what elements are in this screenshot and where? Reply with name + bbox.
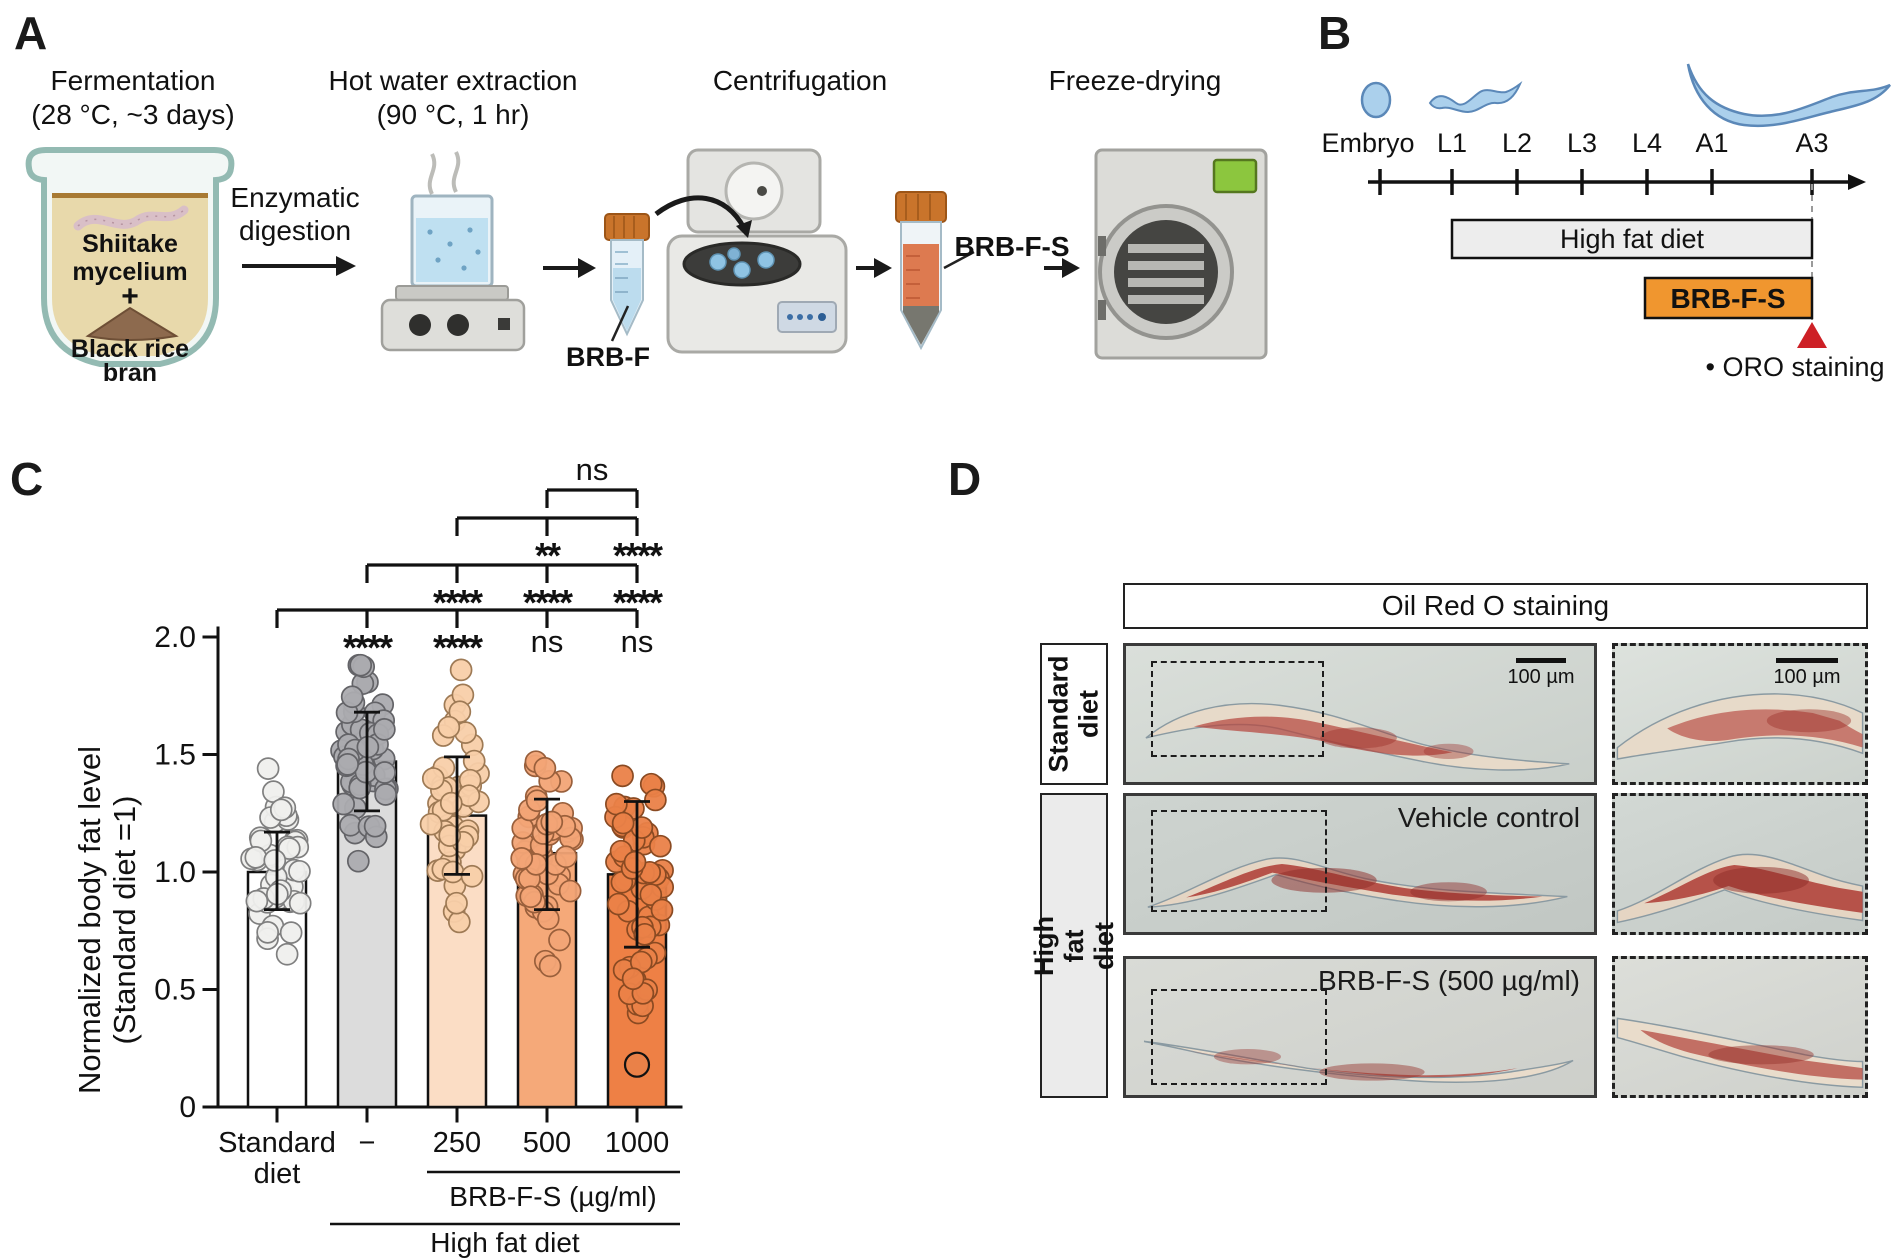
stage-label-l1: L1 [1437,128,1467,158]
arrow-icon [1044,258,1080,278]
svg-text:ns: ns [621,624,654,659]
vehicle-control-caption: Vehicle control [1397,802,1580,833]
step2-subtitle: (90 °C, 1 hr) [377,99,530,130]
svg-text:ns: ns [576,452,609,487]
adult-worm-icon [1686,63,1891,128]
jar-text-3: Black rice [71,335,189,363]
arrow-icon [543,258,596,278]
svg-text:****: **** [433,582,483,623]
hotplate-beaker-icon [380,151,526,352]
step1-subtitle: (28 °C, ~3 days) [31,99,234,130]
micrograph-vehicle-control-zoom [1612,793,1868,935]
jar-text-4: bran [103,359,157,387]
panel-a-label: A [14,7,48,59]
brbfs-label: BRB-F-S [954,231,1069,262]
magnified-region-box [1151,661,1324,757]
body-fat-bar-chart: 00.51.01.52.0 **** **** ns ns**** **** ****** *… [154,452,683,1258]
micrograph-brbfs-zoom [1612,956,1868,1098]
high-fat-diet-bar-label: High fat diet [1560,224,1705,254]
step4-title: Freeze-drying [1049,65,1222,96]
brbf-label: BRB-F [566,342,650,372]
svg-text:Standard: Standard [218,1127,336,1159]
svg-text:250: 250 [433,1127,481,1159]
svg-text:****: **** [433,627,483,668]
stage-label-l2: L2 [1502,128,1532,158]
svg-text:High fat diet: High fat diet [430,1227,580,1258]
worm-micrograph [1616,1017,1864,1089]
panel-b-timeline: Embryo L1 L2 L3 L4 A1 A3 High fat diet B… [1321,63,1891,382]
worm-micrograph [1143,1040,1574,1083]
worm-micrograph [1147,857,1568,908]
arrow-icon [856,258,892,278]
magnified-region-box [1151,810,1327,912]
step2-title: Hot water extraction [329,65,578,96]
scale-bar: 100 µm [1506,658,1576,689]
worm-micrograph [1616,853,1864,924]
stage-label-a3: A3 [1795,128,1828,158]
row-label-high-fat-diet: High fat diet [1029,793,1119,1098]
mycelium-icon [73,205,189,231]
fermentation-jar-icon: Shiitake mycelium + Black rice bran [25,147,235,387]
brbfs-tube-icon [895,191,975,351]
jar-plus: + [121,280,139,313]
svg-text:0: 0 [179,1091,196,1124]
svg-text:****: **** [613,582,663,623]
red-triangle-marker [1797,322,1827,348]
svg-text:1000: 1000 [605,1127,670,1159]
svg-text:diet: diet [254,1158,301,1190]
svg-text:1.5: 1.5 [154,739,196,772]
svg-text:ns: ns [531,624,564,659]
panel-c-label: C [10,453,44,505]
stage-label-l3: L3 [1567,128,1597,158]
svg-text:**: ** [535,535,561,576]
brbfs-caption: BRB-F-S (500 µg/ml) [1318,965,1580,996]
larva-worm-icon [1428,80,1523,114]
svg-text:****: **** [523,582,573,623]
enzymatic-label-2: digestion [239,215,351,246]
rice-bran-pile-icon [85,306,179,341]
embryo-icon [1360,81,1392,119]
magnified-region-box [1151,989,1327,1085]
svg-text:2.0: 2.0 [154,621,196,654]
brbfs-treatment-bar [1643,276,1814,320]
worm-micrograph [1616,693,1864,760]
timeline-axis [1368,169,1866,195]
row-label-standard-diet: Standard diet [1040,643,1108,785]
oil-red-o-header-text: Oil Red O staining [1381,590,1610,621]
svg-text:****: **** [343,627,393,668]
oil-red-o-header: Oil Red O staining [1123,583,1868,629]
stage-label-l4: L4 [1632,128,1662,158]
panel-a-workflow: Fermentation (28 °C, ~3 days) Hot water … [25,65,1268,387]
freeze-dryer-icon [1094,148,1268,360]
step3-title: Centrifugation [713,65,887,96]
oro-staining-label: • ORO staining [1705,352,1884,382]
svg-text:500: 500 [523,1127,571,1159]
panel-d-label: D [948,453,982,505]
jar-text-2: mycelium [72,258,187,286]
brbfs-treatment-bar-label: BRB-F-S [1670,283,1785,314]
step1-title: Fermentation [51,65,216,96]
enzymatic-label-1: Enzymatic [230,182,359,213]
svg-text:0.5: 0.5 [154,974,196,1007]
svg-text:1.0: 1.0 [154,856,196,889]
svg-text:−: − [359,1127,376,1159]
stage-label-a1: A1 [1695,128,1728,158]
brbf-tube-icon [604,213,650,342]
high-fat-diet-bar [1450,218,1814,260]
svg-text:****: **** [613,535,663,576]
scale-bar: 100 µm [1767,658,1847,689]
micrograph-vehicle-control: Vehicle control [1123,793,1597,935]
svg-text:BRB-F-S (µg/ml): BRB-F-S (µg/ml) [449,1181,656,1212]
jar-text-1: Shiitake [82,230,178,258]
centrifuge-icon [654,148,848,354]
micrograph-brbfs: BRB-F-S (500 µg/ml) [1123,956,1597,1098]
micrograph-standard-diet: 100 µm [1123,643,1597,785]
micrograph-standard-diet-zoom: 100 µm [1612,643,1868,785]
panel-b-label: B [1318,7,1352,59]
stage-label-embryo: Embryo [1321,128,1414,158]
arrow-icon [242,256,356,276]
